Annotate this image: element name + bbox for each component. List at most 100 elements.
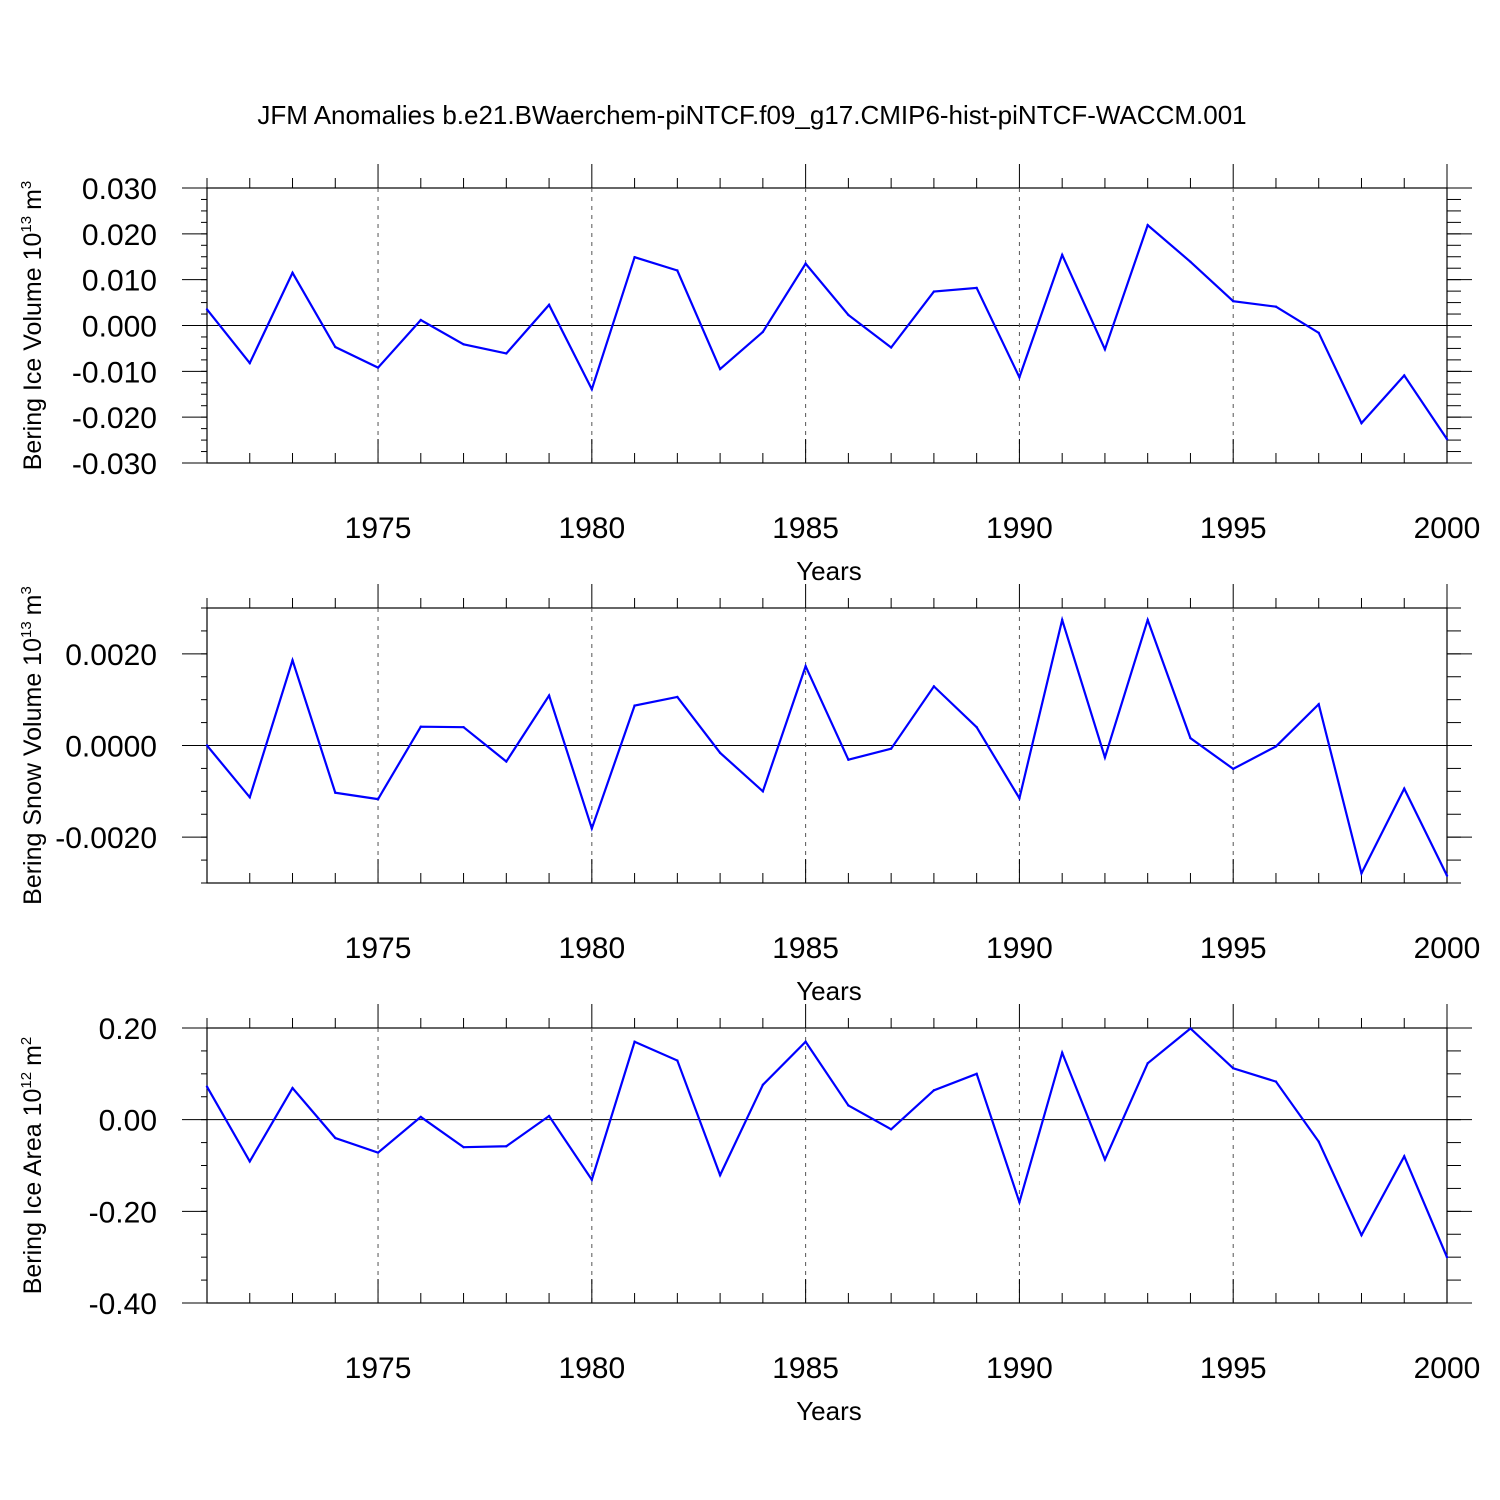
x-tick-label: 1985 xyxy=(772,1352,839,1385)
data-point xyxy=(334,345,337,349)
data-point xyxy=(1445,874,1449,877)
y-axis-label-unit: m xyxy=(19,189,47,210)
y-axis-label-text: Bering Ice Area 10 xyxy=(19,1089,47,1295)
x-tick-label: 1980 xyxy=(558,932,625,965)
data-point xyxy=(1189,736,1192,740)
data-point xyxy=(889,747,893,750)
y-axis-label-unit: m xyxy=(19,594,47,615)
data-point xyxy=(1274,745,1278,748)
data-point xyxy=(761,790,765,793)
data-point xyxy=(248,1160,251,1163)
data-point xyxy=(1317,1140,1320,1143)
data-point xyxy=(1146,223,1149,227)
data-point xyxy=(419,1115,422,1119)
data-point xyxy=(932,290,936,293)
data-point xyxy=(718,751,722,755)
y-axis-label-unit-exponent: 2 xyxy=(18,1037,35,1045)
data-point xyxy=(1360,872,1363,875)
y-axis-label-text: Bering Snow Volume 10 xyxy=(19,638,47,905)
data-point xyxy=(804,665,807,668)
data-point xyxy=(761,1083,765,1087)
data-point xyxy=(248,796,251,799)
y-tick-label: -0.0020 xyxy=(55,822,157,855)
data-point xyxy=(419,318,422,322)
x-tick-label: 1975 xyxy=(345,1352,412,1385)
data-point xyxy=(1360,421,1363,425)
data-point xyxy=(1232,767,1235,771)
data-point xyxy=(1060,1051,1064,1054)
x-tick-label: 1995 xyxy=(1200,512,1267,545)
data-point xyxy=(505,1145,508,1148)
x-axis-label: Years xyxy=(796,556,862,586)
data-point xyxy=(205,1085,209,1088)
data-point xyxy=(1445,1255,1449,1259)
x-tick-label: 2000 xyxy=(1414,1352,1481,1385)
data-point xyxy=(462,1145,465,1149)
data-point xyxy=(847,758,850,761)
data-point xyxy=(975,725,978,729)
x-tick-label: 1980 xyxy=(558,1352,625,1385)
data-point xyxy=(1018,797,1021,800)
data-point xyxy=(419,725,422,728)
panel-ice-area: 1975 1980 1985 1990 1995 2000 Years 0.20 0.00 -0.… xyxy=(18,1004,1480,1426)
data-point xyxy=(1103,1158,1107,1161)
data-point xyxy=(291,271,294,274)
data-point xyxy=(291,659,294,662)
y-axis-label: Bering Snow Volume 1013 m3 xyxy=(18,586,47,905)
data-point xyxy=(205,308,209,311)
chart-title: JFM Anomalies b.e21.BWaerchem-piNTCF.f09… xyxy=(257,100,1246,130)
data-point xyxy=(1018,1200,1021,1204)
y-tick-label: 0.00 xyxy=(99,1105,157,1138)
data-point xyxy=(376,1151,380,1154)
y-axis-label: Bering Ice Volume 1013 m3 xyxy=(18,181,47,471)
data-point xyxy=(847,313,850,317)
y-tick-label: 0.020 xyxy=(82,219,157,252)
data-point xyxy=(718,367,722,371)
data-point xyxy=(633,704,636,707)
data-point xyxy=(761,330,765,334)
x-axis-label: Years xyxy=(796,1396,862,1426)
data-point xyxy=(676,269,679,272)
data-point xyxy=(676,1059,679,1062)
y-axis-label-exponent: 13 xyxy=(18,216,35,233)
data-point xyxy=(975,1072,978,1076)
data-point xyxy=(633,256,636,259)
y-tick-label: -0.010 xyxy=(72,356,157,389)
x-tick-label: 1990 xyxy=(986,932,1053,965)
data-point xyxy=(1103,348,1107,351)
data-point xyxy=(1274,1080,1278,1083)
x-tick-label: 2000 xyxy=(1414,512,1481,545)
x-tick-label: 1995 xyxy=(1200,1352,1267,1385)
y-axis-label-text: Bering Ice Volume 10 xyxy=(19,233,47,471)
data-point xyxy=(376,797,380,801)
panels: 1975 1980 1985 1990 1995 2000 Years 0.030 0.020 0… xyxy=(18,164,1480,1426)
y-axis-label-unit-exponent: 3 xyxy=(18,181,35,189)
data-point xyxy=(547,1114,551,1118)
x-tick-label: 1975 xyxy=(345,932,412,965)
data-point xyxy=(1146,618,1149,622)
data-point xyxy=(932,1089,936,1092)
data-point xyxy=(590,1178,594,1181)
y-axis-label-exponent: 12 xyxy=(18,1072,35,1089)
y-tick-label: -0.020 xyxy=(72,402,157,435)
data-point xyxy=(975,286,978,290)
data-point xyxy=(847,1104,850,1107)
data-point xyxy=(334,791,337,794)
data-point xyxy=(676,695,679,699)
data-point xyxy=(889,1128,893,1131)
data-point xyxy=(1403,787,1406,790)
panel-snow-volume: 1975 1980 1985 1990 1995 2000 Years 0.0020 0.000… xyxy=(18,584,1480,1006)
data-point xyxy=(1189,260,1192,263)
x-tick-label: 1990 xyxy=(986,512,1053,545)
data-point xyxy=(462,343,465,346)
data-point xyxy=(932,685,936,688)
panel-ice-volume: 1975 1980 1985 1990 1995 2000 Years 0.030 0.020 0… xyxy=(18,164,1480,586)
data-point xyxy=(804,262,807,265)
data-point xyxy=(1274,305,1278,308)
data-point xyxy=(718,1173,722,1177)
data-point xyxy=(1060,618,1064,622)
data-point xyxy=(1189,1027,1192,1030)
y-tick-label: 0.20 xyxy=(99,1013,157,1046)
data-point xyxy=(1232,1067,1235,1070)
